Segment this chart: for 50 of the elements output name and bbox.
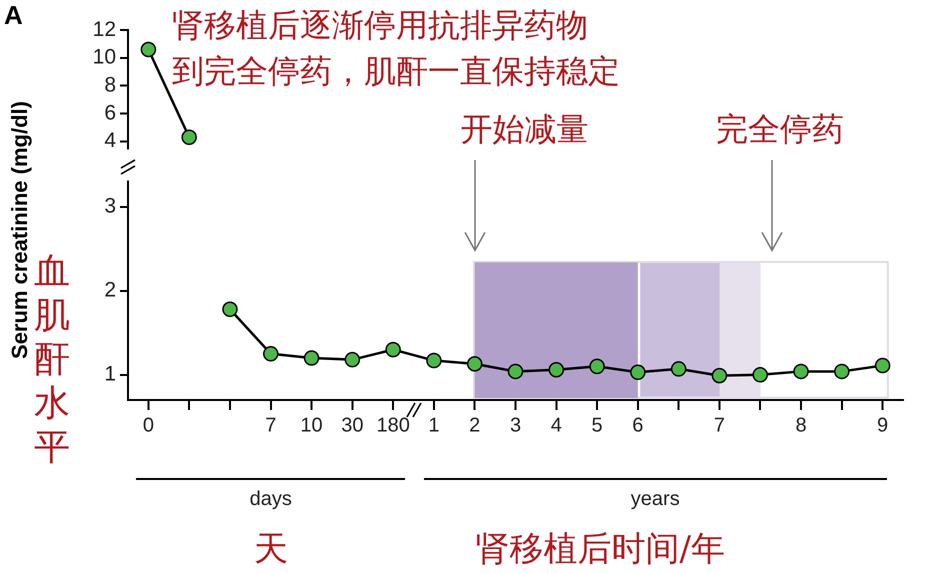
text: days — [250, 488, 292, 511]
text: A — [4, 0, 23, 31]
point — [222, 302, 238, 318]
point — [344, 352, 360, 368]
point — [670, 361, 686, 377]
x-tick-label: 5 — [592, 414, 603, 437]
x-tick-label: 10 — [300, 414, 323, 437]
point — [712, 368, 728, 384]
point — [874, 358, 890, 374]
y-tick-label: 6 — [104, 101, 116, 124]
x-tick-label: 6 — [632, 414, 644, 437]
y-axis-title: Serum creatinine (mg/dl) — [7, 101, 33, 359]
y-tick-label: 10 — [92, 46, 116, 69]
point — [630, 364, 646, 380]
x-tick-label: 0 — [142, 414, 154, 437]
y-tick-label: 2 — [104, 278, 116, 302]
x-tick-label: 2 — [469, 414, 480, 437]
point — [548, 362, 564, 378]
y-tick-label: 1 — [104, 362, 116, 386]
x-tick-label: 30 — [341, 414, 364, 437]
text: 天 — [254, 528, 288, 571]
x-tick-label: 1 — [428, 414, 440, 437]
x-tick-label: 8 — [795, 414, 807, 437]
point — [834, 364, 850, 380]
x-axis-title: 肾移植后时间/年 — [476, 528, 725, 571]
point — [304, 350, 320, 366]
text: years — [630, 488, 680, 511]
annotation: 完全停药 — [716, 109, 844, 150]
point — [385, 342, 401, 358]
point — [466, 356, 482, 372]
text: 血肌酐水平 — [34, 250, 71, 470]
point — [793, 364, 809, 380]
y-tick-label: 3 — [104, 194, 116, 218]
annotation: 开始减量 — [460, 109, 589, 150]
text: 到完全停药，肌酐一直保持稳定 — [172, 51, 620, 92]
x-tick-label: 7 — [714, 414, 726, 437]
y-tick-label: 12 — [92, 18, 116, 41]
y-tick-label: 4 — [104, 129, 116, 152]
point — [263, 346, 279, 362]
x-tick-label: 9 — [877, 414, 888, 437]
point — [426, 352, 442, 368]
point — [508, 364, 524, 380]
x-tick-label: 7 — [265, 414, 276, 437]
x-tick-label: 4 — [550, 414, 562, 437]
x-tick-label: 180 — [376, 414, 410, 437]
x-tick-label: 3 — [510, 414, 522, 437]
chart-title: 肾移植后逐渐停用抗排异药物 — [172, 5, 588, 46]
point — [589, 358, 605, 374]
y-tick-label: 8 — [104, 74, 116, 97]
point — [752, 367, 768, 383]
